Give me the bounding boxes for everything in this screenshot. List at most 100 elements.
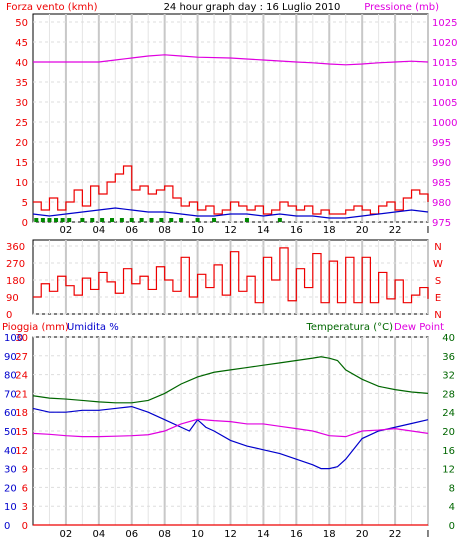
compass-tick-label: S: [435, 276, 441, 287]
x-tick-label-p3: 06: [125, 529, 138, 540]
gust-bar: [169, 218, 174, 222]
temperature-tick-label: 16: [442, 446, 455, 457]
humidity-tick-label: 70: [4, 389, 17, 400]
temperature-tick-label: 0: [449, 521, 455, 532]
x-tick-label-p1: 20: [356, 225, 369, 236]
wind-axis-title: Forza vento (kmh): [6, 2, 98, 13]
gust-bar: [129, 218, 134, 222]
gust-bar: [40, 218, 45, 222]
x-tick-label-p1: 14: [257, 225, 270, 236]
x-tick-label-p3: 12: [224, 529, 237, 540]
compass-tick-label: N: [434, 242, 441, 253]
gust-bar: [159, 218, 164, 222]
direction-tick-label: 0: [6, 310, 12, 321]
wind-tick-label: 20: [15, 138, 28, 149]
x-tick-label-p1: 02: [60, 225, 73, 236]
gust-bar: [67, 218, 72, 222]
gust-bar: [54, 218, 59, 222]
temperature-tick-label: 12: [442, 465, 455, 476]
x-tick-label-p3: 20: [356, 529, 369, 540]
gust-bar: [34, 218, 39, 222]
x-tick-label-p3: 04: [92, 529, 105, 540]
temperature-tick-label: 20: [442, 427, 455, 438]
wind-tick-label: 25: [15, 118, 28, 129]
rain-tick-label: 0: [22, 521, 28, 532]
gust-bar: [244, 218, 249, 222]
wind-tick-label: 10: [15, 178, 28, 189]
humidity-tick-label: 10: [4, 502, 17, 513]
wind-tick-label: 0: [22, 218, 28, 229]
rain-tick-label: 24: [15, 371, 28, 382]
humidity-tick-label: 50: [4, 427, 17, 438]
x-tick-label-p3: 18: [323, 529, 336, 540]
humidity-tick-label: 0: [4, 521, 10, 532]
humidity-tick-label: 80: [4, 371, 17, 382]
wind-tick-label: 40: [15, 58, 28, 69]
temperature-tick-label: 28: [442, 389, 455, 400]
pressure-axis-title: Pressione (mb): [364, 2, 439, 13]
pressure-tick-label: 985: [432, 178, 451, 189]
x-tick-label-p3: 14: [257, 529, 270, 540]
pressure-line: [33, 54, 429, 66]
compass-tick-label: E: [435, 293, 441, 304]
humidity-tick-label: 30: [4, 465, 17, 476]
gust-bar: [100, 218, 105, 222]
pressure-tick-label: 1025: [432, 18, 457, 29]
pressure-tick-label: 1000: [432, 118, 457, 129]
gust-bar: [277, 218, 282, 222]
humidity-line: [32, 405, 429, 470]
gust-bar: [80, 218, 85, 222]
pressure-tick-label: 990: [432, 158, 451, 169]
humidity-axis-title: Umidita %: [67, 322, 119, 333]
pressure-tick-label: 1005: [432, 98, 457, 109]
gust-bar: [212, 218, 217, 222]
humidity-tick-label: 100: [4, 333, 23, 344]
temperature-tick-label: 36: [442, 352, 455, 363]
direction-tick-label: 270: [6, 259, 25, 270]
x-tick-label-p1: 08: [158, 225, 171, 236]
pressure-tick-label: 1010: [432, 78, 457, 89]
direction-tick-label: 360: [6, 242, 25, 253]
rain-axis-title: Pioggia (mm): [2, 322, 69, 333]
wind-speed-line: [33, 165, 429, 215]
rain-tick-label: 12: [15, 446, 28, 457]
x-tick-label-p1: 22: [389, 225, 402, 236]
x-tick-label-p3: 02: [60, 529, 73, 540]
gust-bar: [47, 218, 52, 222]
wind-average-line: [32, 207, 429, 219]
pressure-tick-label: 975: [432, 218, 451, 229]
x-tick-label-p1: 04: [92, 225, 105, 236]
x-tick-label-p3: 08: [158, 529, 171, 540]
rain-tick-label: 3: [22, 502, 28, 513]
wind-tick-label: 15: [15, 158, 28, 169]
x-tick-label-p1: 10: [191, 225, 204, 236]
gust-bar: [90, 218, 95, 222]
direction-tick-label: 90: [6, 293, 19, 304]
rain-tick-label: 15: [15, 427, 28, 438]
pressure-tick-label: 1020: [432, 38, 457, 49]
temperature-axis-title: Temperatura (°C): [305, 322, 393, 333]
gust-bar: [179, 218, 184, 222]
temperature-tick-label: 8: [449, 483, 455, 494]
compass-tick-label: W: [433, 259, 443, 270]
wind-tick-label: 50: [15, 18, 28, 29]
humidity-tick-label: 40: [4, 446, 17, 457]
graph-title: 24 hour graph day : 16 Luglio 2010: [164, 2, 341, 13]
rain-tick-label: 6: [22, 483, 28, 494]
pressure-tick-label: 980: [432, 198, 451, 209]
temperature-tick-label: 24: [442, 408, 455, 419]
pressure-tick-label: 995: [432, 138, 451, 149]
compass-tick-label: N: [434, 310, 441, 321]
temperature-tick-label: 4: [449, 502, 455, 513]
x-tick-label-p3: 22: [389, 529, 402, 540]
dewpoint-axis-title: Dew Point: [394, 322, 444, 333]
wind-tick-label: 45: [15, 38, 28, 49]
temperature-tick-label: 40: [442, 333, 455, 344]
gust-bar: [60, 218, 65, 222]
gust-bar: [110, 218, 114, 222]
rain-tick-label: 27: [15, 352, 28, 363]
wind-tick-label: 35: [15, 78, 28, 89]
x-tick-label-p1: 12: [224, 225, 237, 236]
x-tick-label-p3: 10: [191, 529, 204, 540]
x-tick-label-p1: 06: [125, 225, 138, 236]
